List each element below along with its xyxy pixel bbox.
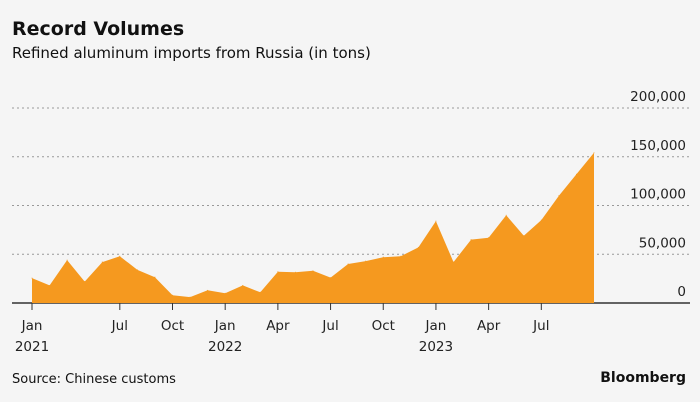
x-tick-label: Jul: [321, 318, 338, 334]
data-point: [540, 219, 542, 221]
data-point: [593, 152, 595, 154]
y-tick-label: 50,000: [639, 235, 686, 251]
area-series: [32, 152, 594, 303]
data-point: [382, 256, 384, 258]
x-tick-year-label: 2023: [419, 339, 453, 355]
data-point: [417, 246, 419, 248]
data-point: [172, 294, 173, 296]
data-point: [470, 239, 472, 241]
data-point: [347, 263, 349, 265]
data-point: [49, 284, 51, 286]
chart-title: Record Volumes: [12, 18, 185, 40]
data-point: [154, 276, 156, 278]
data-point: [575, 173, 577, 175]
data-point: [330, 277, 332, 279]
x-tick-label: Oct: [372, 318, 395, 334]
source-note: Source: Chinese customs: [12, 372, 176, 387]
x-tick-label: Apr: [266, 318, 290, 334]
data-point: [242, 284, 244, 286]
y-tick-label: 200,000: [630, 89, 686, 105]
data-point: [558, 195, 560, 197]
x-tick-label: Jul: [111, 318, 128, 334]
x-tick-label: Jan: [214, 318, 236, 334]
bloomberg-logo: Bloomberg: [600, 370, 686, 386]
data-point: [189, 296, 191, 298]
y-tick-label: 100,000: [630, 187, 686, 203]
x-tick-label: Oct: [161, 318, 184, 334]
data-point: [365, 260, 367, 262]
data-point: [259, 291, 261, 293]
x-tick-year-label: 2022: [208, 339, 242, 355]
data-point: [277, 271, 279, 273]
data-point: [31, 277, 33, 279]
data-point: [207, 289, 209, 291]
y-tick-label: 0: [677, 284, 686, 300]
data-point: [136, 269, 138, 271]
data-point: [84, 281, 86, 283]
data-point: [400, 255, 402, 257]
data-point: [119, 255, 121, 257]
x-tick-label: Jan: [21, 318, 43, 334]
x-tick-label: Apr: [477, 318, 501, 334]
y-tick-label: 150,000: [630, 138, 686, 154]
data-point: [488, 237, 490, 239]
data-point: [435, 220, 437, 222]
data-point: [312, 270, 314, 272]
data-point: [101, 261, 103, 263]
x-tick-label: Jan: [425, 318, 447, 334]
chart-subtitle: Refined aluminum imports from Russia (in…: [12, 44, 371, 62]
data-point: [294, 271, 296, 273]
x-tick-label: Jul: [532, 318, 549, 334]
data-point: [505, 214, 507, 216]
data-point: [523, 235, 525, 237]
data-point: [224, 292, 226, 294]
data-point: [66, 259, 68, 261]
data-point: [453, 261, 454, 263]
x-tick-year-label: 2021: [15, 339, 49, 355]
